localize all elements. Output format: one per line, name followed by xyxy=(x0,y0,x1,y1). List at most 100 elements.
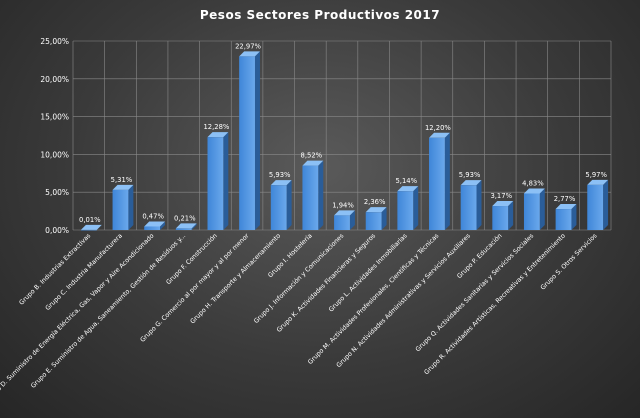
data-label: 0,01% xyxy=(79,216,101,224)
bar-side xyxy=(476,180,482,230)
data-label: 4,83% xyxy=(522,179,544,187)
y-axis-tick-labels: 0,00% 5,00% 10,00% 15,00% 20,00% 25,00% xyxy=(40,37,69,235)
data-label: 0,47% xyxy=(142,212,164,220)
bar xyxy=(429,132,450,230)
bar xyxy=(555,204,577,230)
data-label: 5,14% xyxy=(395,177,417,185)
bar xyxy=(397,186,419,230)
bar-top xyxy=(587,179,609,185)
bar xyxy=(270,180,292,230)
data-labels: 0,01% 5,31% 0,47% 0,21% 12,28% 22,97% 5,93% 8,5… xyxy=(79,42,607,224)
bar xyxy=(587,179,609,230)
y-tick-label: 0,00% xyxy=(45,226,69,235)
y-tick-label: 15,00% xyxy=(40,113,69,122)
data-label: 22,97% xyxy=(235,42,261,50)
bar-top xyxy=(492,201,514,207)
bar xyxy=(175,223,197,230)
bar-side xyxy=(254,51,260,230)
data-label: 12,20% xyxy=(425,124,451,132)
bar-front xyxy=(175,228,192,230)
data-label: 5,31% xyxy=(111,176,133,184)
data-label: 5,93% xyxy=(269,171,291,179)
x-tick-label: Grupo E. Suministro de Agua, Saneamiento… xyxy=(29,232,187,390)
data-label: 3,17% xyxy=(490,192,512,200)
bar xyxy=(80,224,102,231)
bar-front xyxy=(365,212,382,230)
bar-front xyxy=(397,191,414,230)
bars xyxy=(80,51,609,231)
bar xyxy=(460,180,482,230)
bar-front xyxy=(80,229,97,231)
bar-front xyxy=(460,185,477,230)
bar-front xyxy=(302,165,319,230)
y-tick-label: 10,00% xyxy=(40,150,69,159)
bar-top xyxy=(80,224,102,230)
bar xyxy=(365,207,387,230)
bar-side xyxy=(571,204,577,230)
bar-side xyxy=(508,201,514,230)
y-tick-label: 25,00% xyxy=(40,37,69,46)
bar-top xyxy=(207,132,229,138)
bar-side xyxy=(603,179,609,230)
bar-top xyxy=(334,210,355,216)
bar-front xyxy=(523,193,540,230)
bar xyxy=(207,132,229,230)
bar-top xyxy=(397,186,419,192)
bar-front xyxy=(492,206,509,230)
bar-top xyxy=(429,132,450,138)
data-label: 12,28% xyxy=(203,123,229,131)
data-label: 1,94% xyxy=(332,201,354,209)
bar-side xyxy=(191,223,197,230)
bar-front xyxy=(429,137,445,230)
x-tick-label: Grupo S. Otros Servicios xyxy=(539,232,598,291)
bar-side xyxy=(413,186,419,230)
bar xyxy=(144,221,166,230)
bar-front xyxy=(334,215,350,230)
bar xyxy=(492,201,514,230)
y-tick-label: 5,00% xyxy=(45,188,69,197)
bar-front xyxy=(587,184,604,230)
bar-front xyxy=(239,56,255,230)
bar-top xyxy=(144,221,166,227)
bar-front xyxy=(144,226,161,230)
bar-front xyxy=(270,185,287,230)
bar-side xyxy=(223,132,229,230)
bar-side xyxy=(381,207,387,230)
data-label: 5,93% xyxy=(459,171,481,179)
data-label: 2,77% xyxy=(554,195,576,203)
bar-top xyxy=(365,207,387,213)
bar-front xyxy=(207,137,224,230)
bar-side xyxy=(444,132,450,230)
bar xyxy=(112,184,134,230)
data-label: 2,36% xyxy=(364,198,386,206)
chart-title: Pesos Sectores Productivos 2017 xyxy=(200,8,440,22)
y-tick-label: 20,00% xyxy=(40,75,69,84)
bar-front xyxy=(555,209,572,230)
bar-top xyxy=(460,180,482,186)
bar-top xyxy=(523,188,545,194)
bar xyxy=(239,51,260,230)
bar-top xyxy=(239,51,260,57)
bar-front xyxy=(112,189,129,230)
bar-top xyxy=(112,184,134,190)
bar-side xyxy=(128,184,134,230)
bar-top xyxy=(555,204,577,210)
bar-top xyxy=(175,223,197,229)
x-tick-label: Grupo G. Comercio al por mayor y al por … xyxy=(139,232,251,344)
bar xyxy=(523,188,545,230)
bar-side xyxy=(160,221,166,230)
bar-top xyxy=(270,180,292,186)
bar-top xyxy=(302,160,324,166)
x-tick-label: Grupo R. Actividades Artísticas, Recreat… xyxy=(422,232,567,377)
x-tick-label: Grupo D. Suministro de Energía Eléctrica… xyxy=(0,232,156,404)
bar xyxy=(302,160,324,230)
data-label: 0,21% xyxy=(174,214,196,222)
bar-side xyxy=(349,210,355,230)
data-label: 8,52% xyxy=(301,152,323,160)
bar xyxy=(334,210,355,230)
data-label: 5,97% xyxy=(585,171,607,179)
grid-lines xyxy=(72,40,612,231)
